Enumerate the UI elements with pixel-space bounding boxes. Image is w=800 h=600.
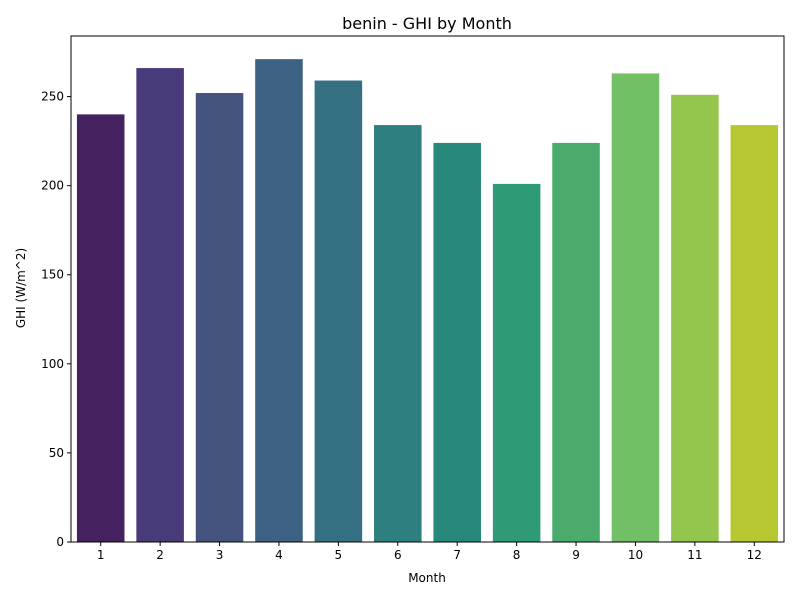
x-tick-label: 6 (394, 548, 402, 562)
bar-month-5 (314, 80, 363, 543)
bar-month-12 (730, 125, 779, 543)
x-tick-label: 11 (687, 548, 702, 562)
bar-month-1 (76, 114, 125, 543)
x-tick-label: 9 (572, 548, 580, 562)
y-tick-label: 200 (41, 179, 64, 193)
bar-month-9 (552, 142, 600, 542)
chart-title: benin - GHI by Month (342, 14, 512, 33)
y-tick-label: 150 (41, 268, 64, 282)
x-tick-label: 1 (97, 548, 105, 562)
x-tick-label: 3 (216, 548, 224, 562)
x-tick-label: 4 (275, 548, 283, 562)
bar-month-10 (611, 73, 660, 542)
x-axis-label: Month (408, 571, 446, 585)
bar-month-7 (433, 142, 481, 542)
x-tick-label: 10 (628, 548, 643, 562)
x-tick-label: 2 (156, 548, 164, 562)
bar-month-6 (374, 125, 422, 543)
x-tick-label: 12 (747, 548, 762, 562)
y-tick-label: 100 (41, 357, 64, 371)
bar-month-2 (136, 68, 184, 542)
bar-month-8 (492, 183, 541, 542)
bar-month-3 (195, 93, 244, 542)
bar-month-4 (255, 59, 303, 542)
plot-area-frame (70, 35, 785, 543)
y-tick-label: 50 (49, 446, 64, 460)
x-axis-ticks: 1 2 3 4 5 6 7 8 9 10 11 12 (97, 542, 762, 562)
y-axis-label: GHI (W/m^2) (14, 248, 28, 328)
y-axis-ticks: 0 50 100 150 200 250 (41, 90, 71, 549)
y-tick-label: 250 (41, 90, 64, 104)
x-tick-label: 8 (513, 548, 521, 562)
x-tick-label: 7 (453, 548, 461, 562)
bars-group (76, 59, 779, 543)
y-tick-label: 0 (56, 535, 64, 549)
bar-month-11 (671, 94, 719, 542)
x-tick-label: 5 (335, 548, 343, 562)
